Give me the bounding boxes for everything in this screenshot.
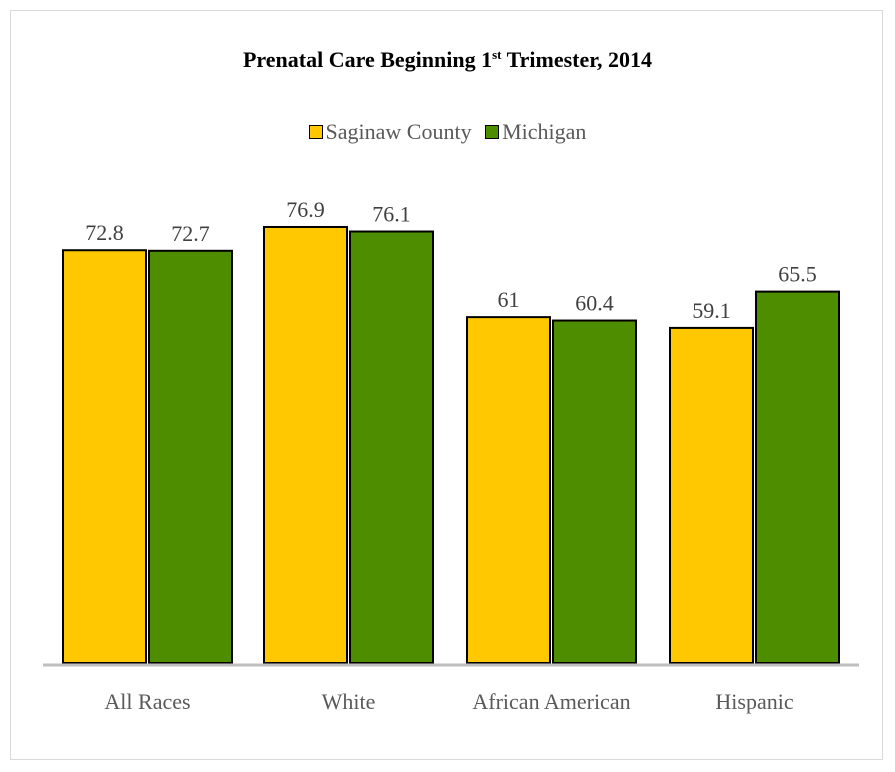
chart-frame: Prenatal Care Beginning 1st Trimester, 2… bbox=[10, 10, 883, 760]
data-label-0-1: 72.7 bbox=[171, 221, 210, 246]
legend-swatch-saginaw bbox=[308, 125, 323, 139]
legend-swatch-michigan bbox=[485, 125, 500, 139]
chart-legend: Saginaw County Michigan bbox=[11, 119, 884, 145]
bar-2-1 bbox=[552, 319, 637, 664]
legend-label-saginaw: Saginaw County bbox=[325, 119, 472, 144]
category-label-3: Hispanic bbox=[715, 689, 793, 714]
bar-0-1 bbox=[148, 249, 233, 665]
data-label-3-1: 65.5 bbox=[778, 262, 817, 287]
bar-0-0 bbox=[62, 249, 147, 664]
chart-title: Prenatal Care Beginning 1st Trimester, 2… bbox=[11, 47, 884, 73]
data-label-2-0: 61 bbox=[498, 287, 520, 312]
data-label-3-0: 59.1 bbox=[692, 298, 731, 323]
category-label-1: White bbox=[322, 689, 376, 714]
bar-3-0 bbox=[669, 326, 754, 664]
title-main: Prenatal Care Beginning 1 bbox=[242, 47, 493, 72]
legend-item-michigan: Michigan bbox=[485, 119, 586, 145]
bar-1-0 bbox=[263, 225, 348, 665]
legend-item-saginaw: Saginaw County bbox=[308, 119, 472, 145]
category-label-0: All Races bbox=[104, 689, 190, 714]
title-end: Trimester, 2014 bbox=[501, 47, 653, 72]
bar-2-0 bbox=[466, 316, 551, 664]
bar-1-1 bbox=[349, 230, 434, 664]
legend-label-michigan: Michigan bbox=[502, 119, 587, 144]
data-label-0-0: 72.8 bbox=[85, 220, 124, 245]
data-label-1-1: 76.1 bbox=[372, 202, 411, 227]
category-label-2: African American bbox=[472, 689, 630, 714]
bar-3-1 bbox=[755, 290, 840, 664]
data-label-2-1: 60.4 bbox=[575, 291, 614, 316]
title-superscript: st bbox=[492, 47, 502, 62]
bar-plot: 72.8 72.7 All Races 76.9 76.1 White 61 60.4 Afri… bbox=[43, 197, 859, 714]
data-label-1-0: 76.9 bbox=[286, 197, 325, 222]
